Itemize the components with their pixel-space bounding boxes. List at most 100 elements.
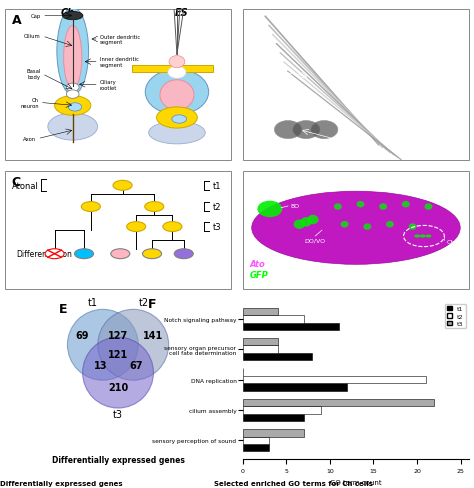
Circle shape	[127, 222, 146, 232]
Text: Cilium: Cilium	[24, 34, 41, 40]
Circle shape	[366, 53, 373, 57]
Text: Cap: Cap	[31, 14, 41, 19]
Circle shape	[348, 45, 355, 49]
Ellipse shape	[307, 215, 319, 225]
Circle shape	[168, 67, 186, 79]
Circle shape	[371, 47, 377, 51]
Text: Ciliary
dendrites: Ciliary dendrites	[390, 107, 413, 118]
Ellipse shape	[356, 202, 365, 208]
Text: Inner
dendritic
segments: Inner dendritic segments	[249, 65, 273, 81]
Text: Ch
neuron: Ch neuron	[20, 98, 39, 108]
Text: GFP: GFP	[249, 271, 268, 280]
Ellipse shape	[64, 26, 82, 90]
Circle shape	[360, 44, 366, 48]
Text: 210: 210	[108, 382, 128, 392]
Text: A: A	[11, 14, 21, 27]
Text: Outer dendritic
segment: Outer dendritic segment	[100, 35, 140, 45]
Bar	[243, 172, 469, 289]
Ellipse shape	[379, 204, 387, 210]
Bar	[243, 407, 321, 414]
Bar	[243, 315, 304, 323]
Circle shape	[426, 235, 431, 238]
Text: C: C	[11, 175, 21, 188]
Ellipse shape	[301, 218, 312, 227]
Circle shape	[292, 122, 319, 140]
Text: Ch: Ch	[61, 8, 75, 18]
Text: 141: 141	[143, 330, 164, 340]
Circle shape	[82, 338, 154, 408]
Circle shape	[356, 50, 361, 54]
X-axis label: GO term count: GO term count	[330, 479, 382, 485]
Bar	[243, 444, 269, 451]
Circle shape	[66, 91, 79, 99]
Ellipse shape	[63, 12, 83, 20]
Bar	[243, 399, 434, 407]
Ellipse shape	[145, 70, 209, 115]
Circle shape	[143, 249, 162, 259]
Ellipse shape	[172, 116, 187, 124]
Circle shape	[310, 122, 338, 140]
Ellipse shape	[425, 204, 432, 210]
Text: Selected enriched GO terms for Ch cells: Selected enriched GO terms for Ch cells	[214, 480, 374, 486]
Text: Differentiation: Differentiation	[16, 250, 72, 259]
Text: t3: t3	[213, 223, 222, 232]
Circle shape	[420, 235, 426, 238]
Bar	[243, 429, 304, 437]
Circle shape	[82, 202, 100, 212]
Bar	[5, 10, 231, 161]
Bar	[243, 10, 469, 161]
Text: Basal
bodies: Basal bodies	[412, 43, 429, 54]
Text: Ch neuron
cell bodies: Ch neuron cell bodies	[343, 142, 369, 153]
Ellipse shape	[294, 220, 305, 229]
Ellipse shape	[48, 114, 98, 141]
Ellipse shape	[160, 81, 194, 111]
Text: Atonal: Atonal	[12, 182, 39, 190]
Bar	[243, 338, 277, 346]
Text: 121: 121	[108, 349, 128, 359]
Circle shape	[414, 235, 420, 238]
Bar	[243, 308, 277, 315]
Bar	[132, 66, 213, 73]
Circle shape	[113, 181, 132, 191]
Circle shape	[45, 249, 64, 259]
Legend: t1, t2, t3: t1, t2, t3	[445, 304, 466, 329]
Circle shape	[274, 122, 301, 140]
Ellipse shape	[257, 201, 283, 218]
Text: B: B	[249, 14, 259, 27]
Text: 67: 67	[129, 360, 143, 370]
Ellipse shape	[402, 202, 410, 208]
Ellipse shape	[55, 97, 91, 116]
Circle shape	[66, 84, 79, 92]
Ellipse shape	[341, 222, 348, 228]
Ellipse shape	[334, 204, 342, 210]
Circle shape	[67, 310, 138, 381]
Ellipse shape	[57, 8, 89, 96]
Ellipse shape	[409, 224, 417, 230]
Text: 127: 127	[108, 330, 128, 340]
Text: Outer dendritic
segments: Outer dendritic segments	[412, 22, 450, 33]
Text: D: D	[249, 175, 260, 188]
Text: F: F	[147, 298, 156, 311]
Circle shape	[98, 310, 169, 381]
Circle shape	[362, 55, 368, 59]
Text: t1: t1	[88, 298, 98, 308]
Bar	[243, 323, 338, 330]
Text: Differentially expressed genes: Differentially expressed genes	[0, 480, 123, 486]
Circle shape	[174, 249, 193, 259]
Text: E: E	[59, 303, 67, 315]
Text: t2: t2	[213, 203, 222, 212]
Text: 69: 69	[76, 330, 90, 340]
Text: BO: BO	[290, 203, 300, 208]
Bar	[243, 437, 269, 444]
Bar	[243, 384, 347, 391]
Text: Ciliary
rootlet: Ciliary rootlet	[100, 80, 117, 90]
Text: DO/VO: DO/VO	[305, 238, 326, 243]
Text: 13: 13	[93, 360, 107, 370]
Bar	[243, 414, 304, 421]
Circle shape	[344, 52, 350, 56]
Circle shape	[74, 249, 93, 259]
Circle shape	[163, 222, 182, 232]
Bar	[243, 376, 426, 384]
Ellipse shape	[68, 103, 82, 112]
Text: t3: t3	[113, 409, 123, 420]
